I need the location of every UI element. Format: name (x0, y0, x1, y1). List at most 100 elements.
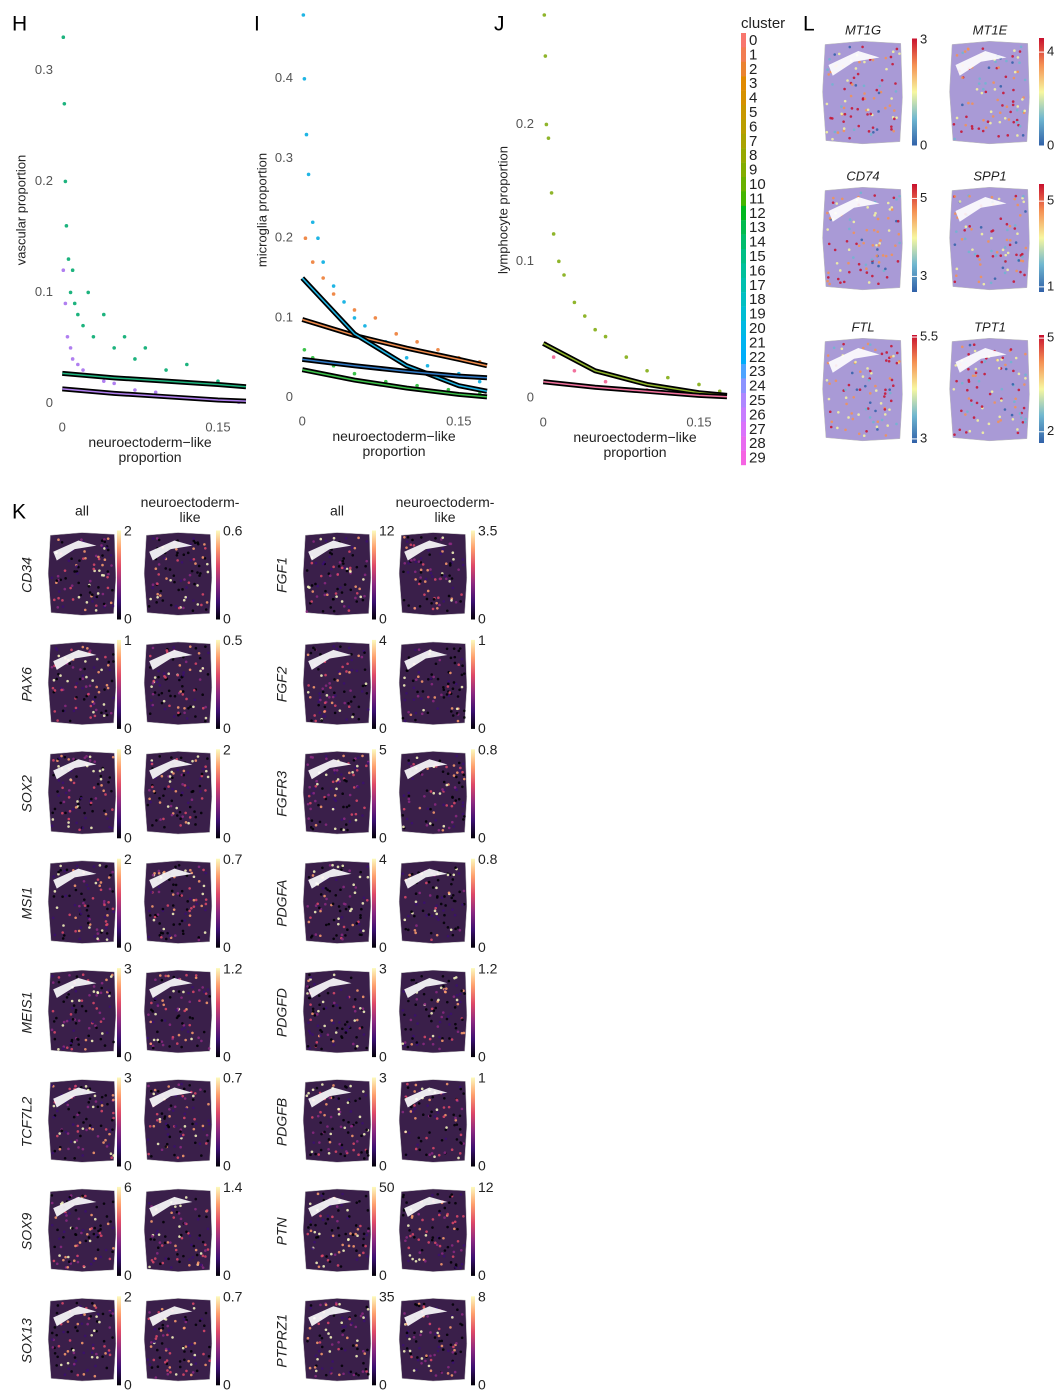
tissue-spot (361, 755, 364, 758)
tissue-spot (158, 891, 161, 894)
colorbar (216, 1077, 220, 1167)
tissue-spot (451, 577, 454, 580)
tissue-spot (429, 1355, 432, 1358)
tissue-spot (889, 392, 892, 395)
tissue-spot (987, 240, 990, 243)
tissue-spot (92, 568, 95, 571)
tissue-spot (338, 1234, 341, 1237)
tissue-spot (182, 991, 185, 994)
tissue-spot (199, 785, 202, 788)
tissue-spot (356, 769, 359, 772)
tissue-spot (961, 52, 964, 55)
tissue-spot (896, 352, 899, 355)
tissue-spot (351, 1125, 354, 1128)
tissue-spot (318, 692, 321, 695)
tissue-spot (461, 786, 464, 789)
tissue-spot (66, 1266, 69, 1269)
tissue-spot (149, 1021, 152, 1024)
tissue-spot (325, 755, 328, 758)
tissue-spot (461, 1018, 464, 1021)
tissue-spot (192, 1302, 195, 1305)
tissue-spot (891, 379, 894, 382)
colorbar (117, 530, 121, 620)
y-tick-label: 0.1 (35, 284, 53, 299)
tissue-spot (416, 756, 419, 759)
tissue-spot (898, 360, 901, 363)
tissue-spot (418, 1251, 421, 1254)
tissue-spot (71, 1227, 74, 1230)
tissue-spot (895, 198, 898, 201)
colorbar-tick-label: 0 (223, 830, 231, 846)
tissue-spot (311, 584, 314, 587)
tissue-spot (831, 117, 834, 120)
tissue-spot (430, 1359, 433, 1362)
tissue-spot (321, 1337, 324, 1340)
tissue-spot (58, 590, 61, 593)
tissue-spot (196, 603, 199, 606)
tissue-spot (827, 271, 830, 274)
colorbar-tick-label: 2 (223, 742, 231, 758)
tissue-spot (362, 1350, 365, 1353)
tissue-spot (161, 999, 164, 1002)
tissue-spot (309, 1327, 312, 1330)
tissue-spot (105, 546, 108, 549)
colorbar-tick-label: 0 (223, 1048, 231, 1064)
tissue-spot (412, 979, 415, 982)
tissue-spot (174, 1245, 177, 1248)
tissue-spot (146, 804, 149, 807)
tissue-spot (342, 557, 345, 560)
tissue-spot (457, 1030, 460, 1033)
tissue-spot (362, 1252, 365, 1255)
scatter-point (321, 260, 325, 264)
tissue-spot (316, 1087, 319, 1090)
tissue-spot (356, 592, 359, 595)
tissue-spot (309, 1003, 312, 1006)
tissue-spot (313, 870, 316, 873)
tissue-spot (360, 1134, 363, 1137)
tissue-spot (844, 100, 847, 103)
tissue-spot (76, 1374, 79, 1377)
tissue-spot (182, 930, 185, 933)
tissue-spot (95, 882, 98, 885)
tissue-spot (106, 576, 109, 579)
tissue-spot (1010, 361, 1013, 364)
tissue-spot (353, 1019, 356, 1022)
panel-label: J (494, 13, 505, 36)
tissue-spot (157, 1143, 160, 1146)
scatter-point (405, 356, 409, 360)
tissue-spot (869, 392, 872, 395)
tissue-spot (177, 1083, 180, 1086)
tissue-spot (309, 1018, 312, 1021)
tissue-spot (154, 998, 157, 1001)
colorbar (471, 530, 475, 620)
tissue-spot (411, 539, 414, 542)
tissue-spot (826, 212, 829, 215)
tissue-spot (826, 228, 829, 231)
tissue-spot (187, 822, 190, 825)
colorbar-tick-label: 0 (379, 611, 387, 627)
tissue-spot (872, 131, 875, 134)
tissue-spot (356, 566, 359, 569)
scatter-point (185, 363, 189, 367)
tissue-spot (884, 413, 887, 416)
tissue-spot (147, 1358, 150, 1361)
tissue-spot (1004, 117, 1007, 120)
tissue-spot (955, 230, 958, 233)
tissue-spot (178, 1261, 181, 1264)
tissue-spot (979, 263, 982, 266)
tissue-spot (324, 903, 327, 906)
tissue-spot (75, 682, 78, 685)
tissue-spot (462, 1092, 465, 1095)
tissue-spot (362, 1007, 365, 1010)
tissue-spot (352, 1233, 355, 1236)
tissue-spot (408, 800, 411, 803)
tissue-spot (112, 756, 115, 759)
tissue-spot (186, 900, 189, 903)
tissue-spot (169, 1023, 172, 1026)
tissue-spot (195, 759, 198, 762)
tissue-spot (439, 792, 442, 795)
tissue-spot (82, 1352, 85, 1355)
tissue-spot (72, 808, 75, 811)
tissue-spot (828, 398, 831, 401)
tissue-spot (844, 113, 847, 116)
